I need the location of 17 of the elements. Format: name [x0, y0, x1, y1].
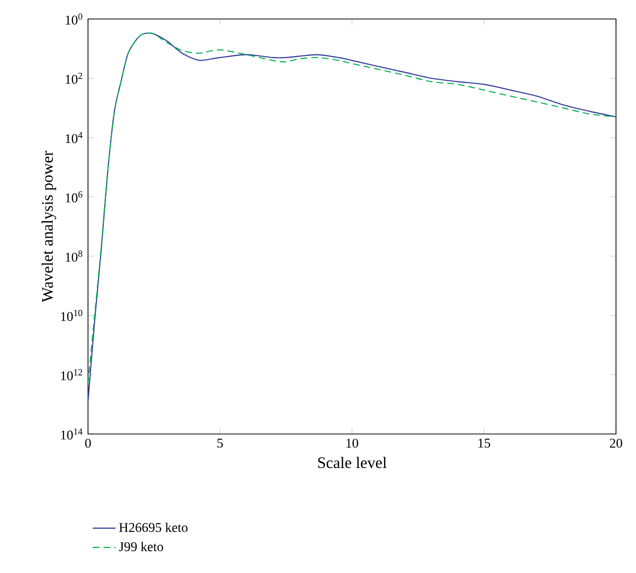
y-tick-label: 10$^{14}$ [61, 428, 82, 440]
x-axis-title: Scale level [318, 456, 387, 468]
x-tick-label: 5 [217, 438, 223, 448]
legend-label: J99 keto [119, 542, 164, 552]
legend-label: H26695 keto [119, 522, 188, 532]
y-axis-title: Wavelet analysis power [42, 150, 56, 302]
x-tick-label: 20 [610, 438, 622, 448]
y-tick-label: 10$^{10}$ [61, 310, 82, 322]
y-tick-label: 10$^{6}$ [66, 191, 82, 202]
x-tick-label: 0 [85, 438, 91, 448]
y-tick-label: 10$^{4}$ [66, 132, 82, 144]
y-tick-label: 10$^{0}$ [66, 13, 82, 25]
x-tick-label: 10 [346, 438, 358, 448]
y-tick-label: 10$^{8}$ [66, 250, 82, 262]
y-tick-label: 10$^{2}$ [66, 72, 82, 84]
y-tick-label: 10$^{12}$ [61, 369, 82, 380]
x-tick-label: 15 [478, 438, 490, 448]
